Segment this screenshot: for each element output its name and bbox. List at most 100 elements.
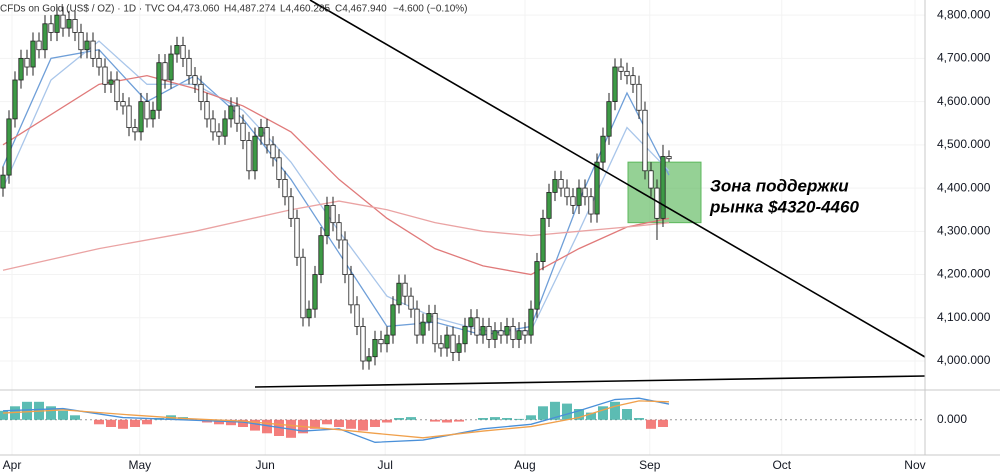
histogram-bar bbox=[633, 418, 644, 420]
candle-body bbox=[96, 57, 102, 68]
candle-body bbox=[258, 127, 264, 137]
support-line bbox=[254, 375, 926, 388]
candle-body bbox=[564, 187, 570, 198]
candle-body bbox=[240, 122, 246, 141]
y-tick-label: 4,700.000 bbox=[937, 51, 991, 65]
histogram-bar bbox=[513, 418, 524, 420]
histogram-bar bbox=[309, 419, 320, 429]
candle-body bbox=[198, 83, 204, 103]
histogram-bar bbox=[429, 419, 440, 422]
header-close: C4,467.940 bbox=[335, 4, 387, 15]
histogram-bar bbox=[93, 419, 104, 425]
candle-body bbox=[624, 70, 630, 77]
x-tick-label: Jul bbox=[378, 458, 393, 472]
candle-body bbox=[570, 196, 576, 206]
candle-body bbox=[366, 356, 372, 362]
histogram-bar bbox=[321, 419, 332, 425]
candle-body bbox=[138, 101, 144, 133]
candle-body bbox=[222, 118, 228, 137]
candle-body bbox=[372, 339, 378, 358]
candle-body bbox=[132, 127, 138, 133]
candle-body bbox=[576, 187, 582, 206]
candle-body bbox=[666, 156, 672, 160]
candle-body bbox=[246, 140, 252, 172]
candle-body bbox=[72, 19, 78, 33]
candle-body bbox=[516, 330, 522, 340]
candle-body bbox=[6, 118, 12, 176]
histogram-bar bbox=[345, 419, 356, 429]
y-tick-label: 4,500.000 bbox=[937, 137, 991, 151]
candle-body bbox=[636, 83, 642, 111]
candle-body bbox=[594, 161, 600, 215]
candle-body bbox=[420, 321, 426, 336]
candle-body bbox=[540, 217, 546, 262]
candle-body bbox=[210, 118, 216, 133]
histogram-bar bbox=[381, 419, 392, 423]
x-tick-label: Jun bbox=[256, 458, 275, 472]
candle-body bbox=[588, 196, 594, 215]
candle-body bbox=[276, 157, 282, 180]
x-tick-label: Apr bbox=[3, 458, 22, 472]
header-low: L4,460.285 bbox=[280, 4, 330, 15]
candle-body bbox=[396, 282, 402, 306]
candle-body bbox=[84, 40, 90, 51]
candle-body bbox=[450, 334, 456, 353]
candle-body bbox=[252, 135, 258, 172]
y-tick-label: 0.000 bbox=[937, 412, 967, 426]
candle-body bbox=[228, 105, 234, 120]
candle-body bbox=[552, 179, 558, 193]
histogram-bar bbox=[645, 419, 656, 429]
candle-body bbox=[102, 66, 108, 85]
candle-body bbox=[378, 339, 384, 345]
candle-body bbox=[528, 308, 534, 336]
candle-body bbox=[354, 304, 360, 327]
histogram-bar bbox=[405, 417, 416, 420]
histogram-bar bbox=[129, 419, 140, 427]
candle-body bbox=[186, 57, 192, 77]
candle-body bbox=[150, 109, 156, 120]
candle-body bbox=[318, 235, 324, 275]
histogram-bar bbox=[621, 409, 632, 420]
indicator-line bbox=[2, 397, 670, 443]
histogram-bar bbox=[597, 406, 608, 420]
y-tick-label: 4,200.000 bbox=[937, 267, 991, 281]
candle-body bbox=[294, 217, 300, 258]
candle-body bbox=[204, 101, 210, 120]
candle-body bbox=[330, 204, 336, 224]
x-tick-label: Aug bbox=[514, 458, 535, 472]
trend-line bbox=[309, 0, 926, 358]
candle-body bbox=[390, 304, 396, 336]
candle-body bbox=[444, 334, 450, 349]
grid bbox=[0, 0, 925, 455]
candle-body bbox=[168, 53, 174, 81]
histogram-bar bbox=[585, 412, 596, 420]
candle-body bbox=[456, 343, 462, 353]
header-open: O4,473.060 bbox=[167, 4, 220, 15]
candle-body bbox=[288, 196, 294, 219]
histogram-bar bbox=[537, 406, 548, 420]
candle-body bbox=[42, 23, 48, 51]
histogram-bar bbox=[525, 415, 536, 420]
candle-body bbox=[618, 66, 624, 72]
histogram-bar bbox=[561, 403, 572, 420]
candle-body bbox=[408, 295, 414, 310]
candle-body bbox=[36, 40, 42, 51]
candle-body bbox=[24, 57, 30, 68]
histogram-bar bbox=[393, 418, 404, 420]
y-tick-label: 4,800.000 bbox=[937, 7, 991, 21]
histogram-bar bbox=[501, 418, 512, 420]
candle-body bbox=[192, 75, 198, 85]
histogram-bar bbox=[657, 419, 668, 427]
candle-body bbox=[66, 19, 72, 29]
candle-body bbox=[174, 44, 180, 55]
candle-body bbox=[486, 326, 492, 340]
histogram-bar bbox=[441, 419, 452, 423]
candle-body bbox=[492, 330, 498, 340]
candle-body bbox=[360, 326, 366, 362]
candle-body bbox=[468, 317, 474, 327]
histogram-bar bbox=[357, 419, 368, 431]
candle-body bbox=[606, 101, 612, 137]
candle-body bbox=[216, 131, 222, 137]
candle-body bbox=[480, 326, 486, 336]
